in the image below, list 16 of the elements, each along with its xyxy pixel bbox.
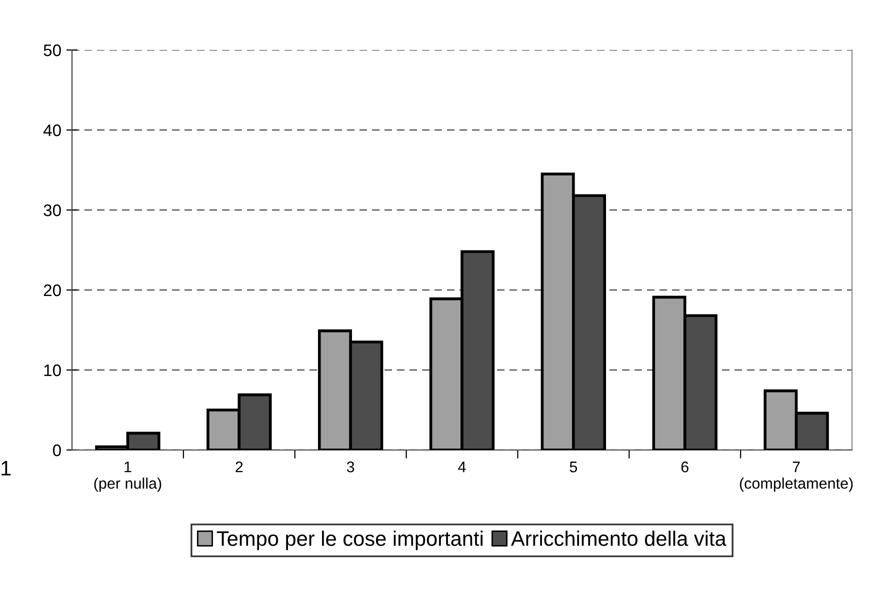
y-tick-label: 50: [44, 44, 61, 56]
y-tick-label: 20: [44, 284, 61, 296]
y-tick-label: 0: [52, 444, 61, 456]
x-tick-label: 6: [681, 462, 688, 472]
y-tick-label: 30: [44, 204, 61, 216]
legend-label: Arricchimento della vita: [511, 530, 726, 546]
y-tick-label: 10: [44, 364, 61, 376]
x-tick-label: 1 (per nulla): [94, 462, 162, 492]
x-tick-label: 4: [458, 462, 466, 472]
legend-label: Tempo per le cose importanti: [216, 530, 483, 550]
text: 1: [2, 461, 11, 476]
y-tick-label: 40: [43, 124, 61, 136]
x-tick-label: 3: [346, 462, 354, 472]
x-tick-label: 5: [570, 462, 578, 472]
x-tick-label: 2: [236, 462, 243, 472]
x-tick-label: 7 (completamente): [740, 462, 853, 492]
